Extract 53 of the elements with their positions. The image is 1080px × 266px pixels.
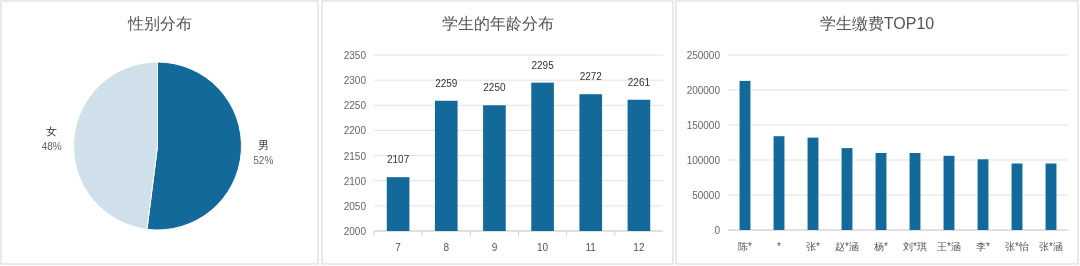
slice-label: 女 <box>46 125 58 138</box>
chart-title: 学生的年龄分布 <box>441 15 554 32</box>
y-tick-label: 100000 <box>686 155 721 166</box>
bar <box>977 159 989 230</box>
bar <box>841 148 853 230</box>
y-tick-label: 2350 <box>343 50 367 61</box>
y-tick-label: 2050 <box>343 200 367 212</box>
y-tick-label: 2250 <box>343 100 367 112</box>
data-label: 2107 <box>386 154 410 166</box>
chart-title: 性别分布 <box>126 15 192 32</box>
y-tick-label: 50000 <box>692 190 721 201</box>
data-label: 48% <box>41 141 62 153</box>
bar <box>773 136 785 230</box>
y-tick-label: 2300 <box>343 75 367 87</box>
slice-label: 男 <box>257 138 269 151</box>
x-tick-label: 12 <box>633 242 645 253</box>
y-tick-label: 0 <box>714 225 721 236</box>
data-label: 2250 <box>483 82 506 94</box>
x-tick-label: 9 <box>491 242 498 253</box>
x-tick-label: 陈* <box>738 241 753 252</box>
bar <box>1011 163 1023 230</box>
chart-title: 学生缴费TOP10 <box>819 15 935 32</box>
x-tick-label: 李* <box>976 241 991 252</box>
x-tick-label: 10 <box>537 242 549 253</box>
x-tick-label: 王*涵 <box>937 241 961 252</box>
data-label: 2272 <box>579 71 603 83</box>
bar <box>739 80 751 230</box>
bar <box>909 153 921 230</box>
data-label: 2259 <box>435 77 458 89</box>
data-label: 52% <box>253 154 274 166</box>
data-label: 2261 <box>627 76 651 88</box>
y-tick-label: 2100 <box>343 175 367 187</box>
x-tick-label: 张* <box>806 241 821 252</box>
y-tick-label: 2150 <box>343 150 367 162</box>
data-label: 2295 <box>531 59 555 71</box>
x-tick-label: 8 <box>443 242 450 253</box>
x-tick-label: 7 <box>395 242 402 253</box>
x-tick-label: 张*涵 <box>1039 241 1063 252</box>
bar <box>1045 163 1057 230</box>
bar <box>807 137 819 230</box>
y-tick-label: 150000 <box>686 120 721 131</box>
y-tick-label: 250000 <box>686 50 721 61</box>
y-tick-label: 2200 <box>343 125 367 137</box>
bar <box>875 153 887 230</box>
x-tick-label: 杨* <box>873 241 889 252</box>
y-tick-label: 2000 <box>343 226 367 237</box>
x-tick-label: * <box>777 241 782 252</box>
x-tick-label: 赵*涵 <box>835 241 859 252</box>
x-tick-label: 刘*琪 <box>903 241 927 252</box>
x-tick-label: 张*怡 <box>1005 241 1029 252</box>
bar <box>943 155 955 230</box>
y-tick-label: 200000 <box>686 85 721 96</box>
x-tick-label: 11 <box>585 242 597 253</box>
